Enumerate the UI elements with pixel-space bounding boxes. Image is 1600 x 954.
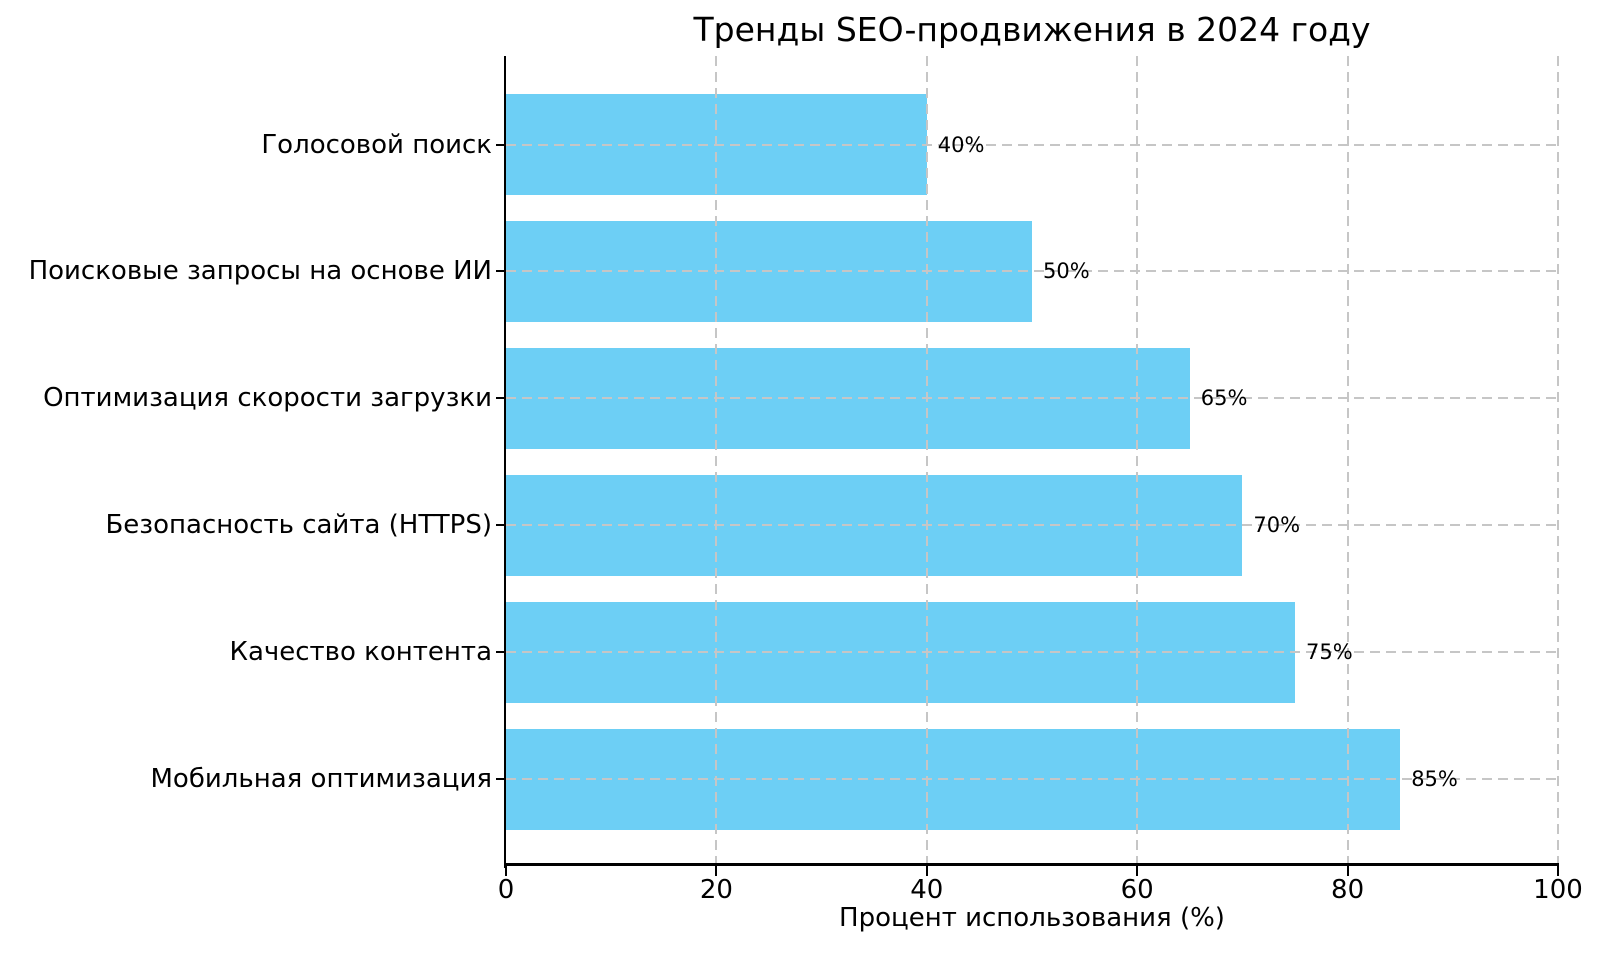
x-tick-label: 100 [1533,875,1583,905]
value-label: 65% [1200,386,1248,411]
category-label: Голосовой поиск [261,129,492,160]
category-label: Качество контента [229,637,492,668]
y-tick-mark [496,397,506,400]
y-gridline [506,524,1558,527]
x-gridline [925,56,928,866]
chart-title: Тренды SEO-продвижения в 2024 году [693,10,1371,49]
category-label: Поисковые запросы на основе ИИ [28,256,492,287]
y-gridline [506,397,1558,400]
x-gridline [1346,56,1349,866]
x-tick-mark [505,866,507,876]
x-axis-label: Процент использования (%) [839,903,1225,933]
y-axis-spine [504,56,506,868]
x-tick-label: 60 [1120,875,1154,905]
x-tick-mark [715,866,718,876]
x-tick-mark [1557,866,1559,876]
value-label: 70% [1253,513,1301,538]
x-tick-mark [1346,866,1349,876]
y-tick-mark [496,143,506,146]
y-gridline [506,778,1558,780]
x-tick-label: 0 [497,875,515,905]
category-label: Оптимизация скорости загрузки [43,383,492,414]
x-tick-label: 40 [910,875,944,905]
y-tick-mark [496,778,506,780]
x-gridline [1136,56,1139,866]
y-tick-mark [496,524,506,527]
x-gridline [1557,56,1559,866]
y-gridline [506,651,1558,654]
x-tick-label: 20 [699,875,733,905]
x-tick-mark [1136,866,1139,876]
y-gridline [506,270,1558,273]
category-label: Безопасность сайта (HTTPS) [105,510,492,541]
x-axis-spine [504,863,1559,866]
y-tick-mark [496,651,506,654]
x-gridline [715,56,718,866]
y-tick-mark [496,270,506,273]
y-gridline [506,143,1558,146]
value-label: 75% [1306,640,1353,665]
category-label: Мобильная оптимизация [150,764,492,794]
value-label: 40% [937,132,985,157]
x-tick-mark [925,866,928,876]
x-tick-label: 80 [1331,875,1365,905]
value-label: 85% [1411,767,1458,791]
value-label: 50% [1043,259,1090,284]
